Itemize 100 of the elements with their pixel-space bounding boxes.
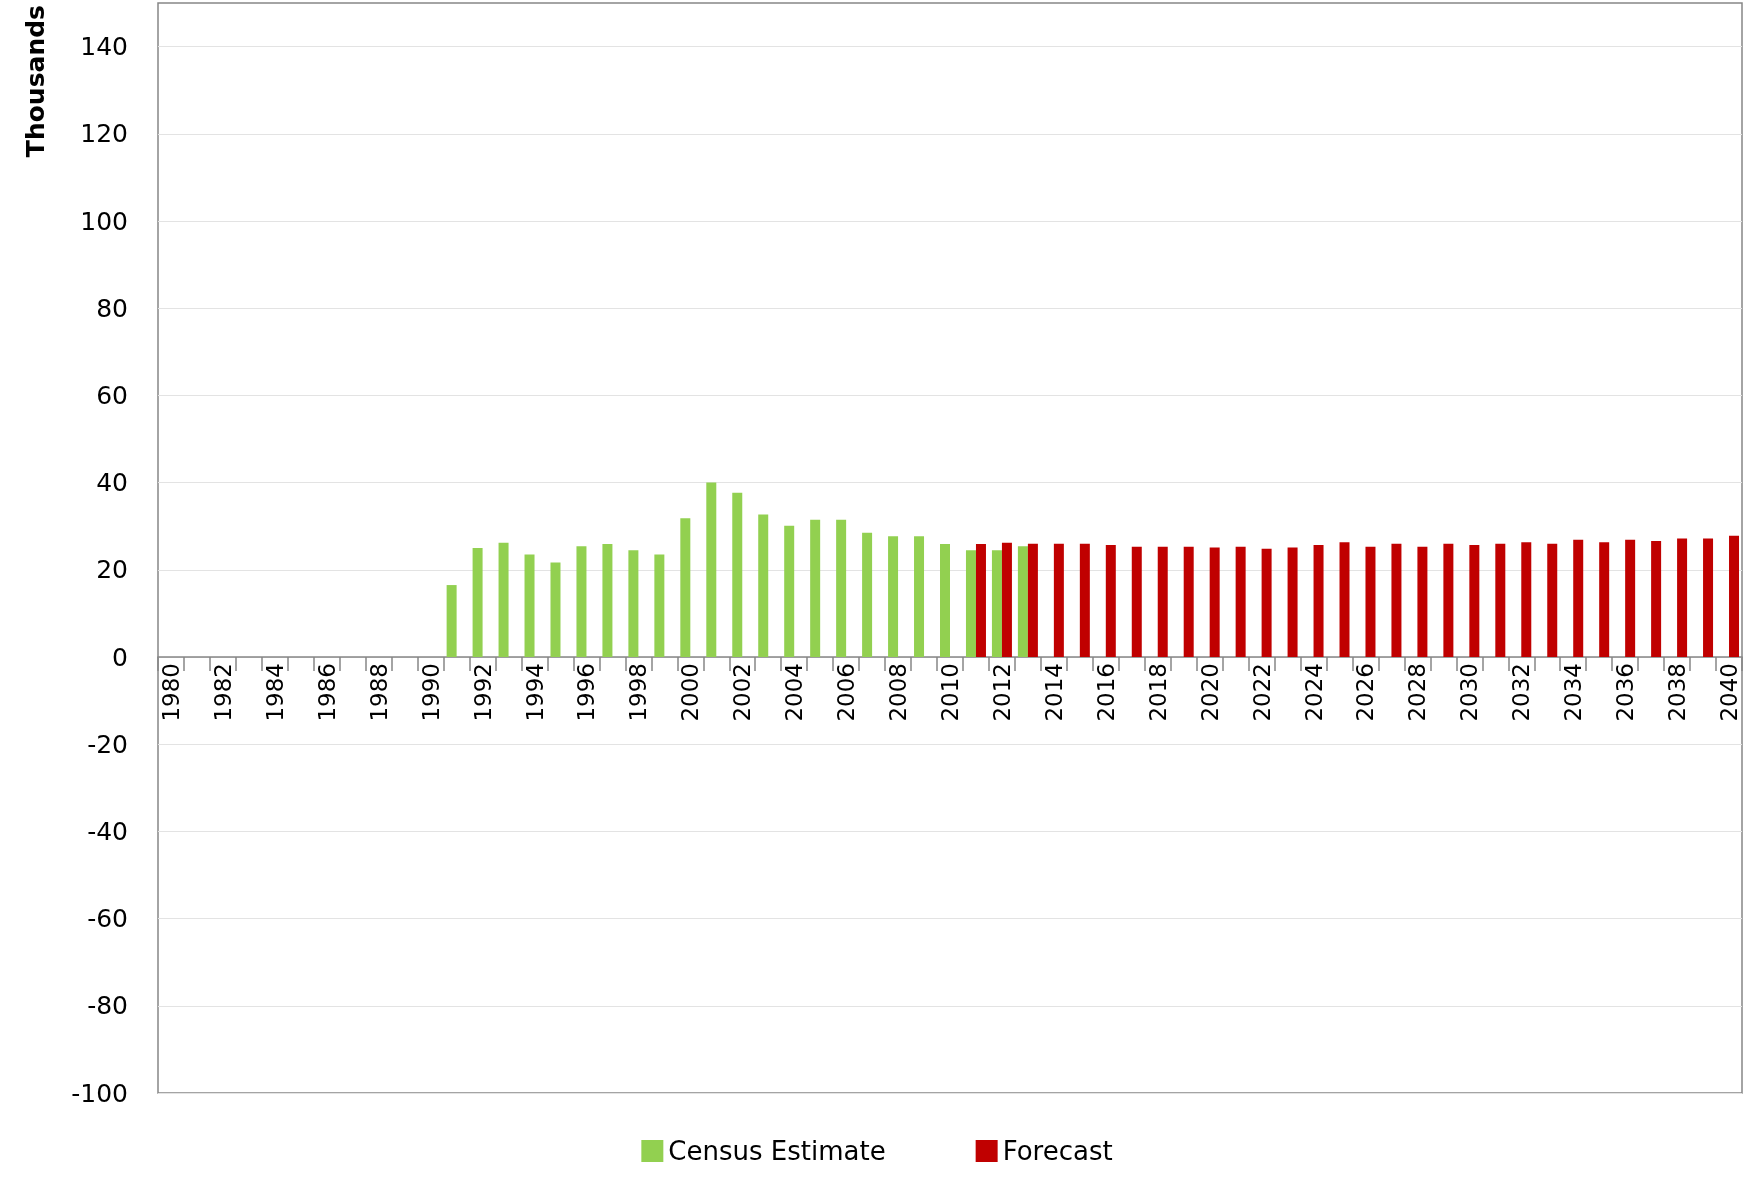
bar	[1339, 542, 1350, 657]
bar	[1729, 535, 1740, 657]
y-tick-label: 40	[96, 468, 128, 498]
y-tick-label: -40	[87, 816, 128, 846]
bar	[810, 519, 821, 657]
bar	[1053, 543, 1064, 657]
bar	[628, 550, 639, 657]
bar	[1521, 542, 1532, 657]
legend-label: Census Estimate	[668, 1136, 886, 1166]
x-tick-label: 2028	[1404, 663, 1431, 722]
bar	[706, 482, 717, 657]
y-tick-label: -60	[87, 904, 128, 934]
bar	[680, 518, 691, 657]
bar	[1599, 542, 1610, 657]
bar	[1469, 544, 1480, 657]
bar	[1547, 543, 1558, 657]
bar	[1573, 539, 1584, 657]
bar	[975, 544, 986, 657]
bar	[965, 550, 976, 657]
x-tick-label: 2026	[1352, 663, 1379, 722]
x-tick-label: 2030	[1456, 663, 1483, 722]
legend-label: Forecast	[1002, 1136, 1113, 1166]
x-tick-label: 2016	[1092, 663, 1119, 722]
bar	[1391, 543, 1402, 657]
x-tick-label: 2008	[885, 663, 912, 722]
bar	[1209, 547, 1220, 657]
x-tick-label: 2002	[729, 663, 756, 722]
y-tick-label: 140	[80, 32, 128, 62]
x-tick-label: 1992	[469, 663, 496, 722]
bar	[991, 550, 1002, 657]
y-tick-label: -20	[87, 729, 128, 759]
bar	[1287, 547, 1298, 657]
x-tick-label: 2034	[1560, 663, 1587, 722]
x-tick-label: 2032	[1508, 663, 1535, 722]
y-tick-label: -80	[87, 991, 128, 1021]
bar	[1495, 543, 1506, 657]
bar	[836, 519, 847, 657]
bar	[1703, 538, 1714, 657]
bar	[1027, 543, 1038, 657]
x-tick-label: 2024	[1300, 663, 1327, 722]
bar	[1443, 543, 1454, 657]
x-tick-label: 2022	[1248, 663, 1275, 722]
x-tick-label: 2036	[1612, 663, 1639, 722]
bar	[576, 546, 587, 657]
y-tick-label: 80	[96, 293, 128, 323]
bar	[550, 562, 561, 657]
y-tick-label: -100	[71, 1078, 128, 1108]
bar	[1001, 542, 1012, 657]
bar	[1313, 544, 1324, 657]
bar	[1261, 548, 1272, 657]
bar	[784, 525, 795, 657]
x-tick-label: 1996	[573, 663, 600, 722]
bar	[654, 554, 665, 657]
bar	[1157, 546, 1168, 657]
x-tick-label: 1986	[313, 663, 340, 722]
x-tick-label: 2000	[677, 663, 704, 722]
x-tick-label: 2018	[1144, 663, 1171, 722]
bar	[1651, 541, 1662, 657]
y-tick-label: 0	[112, 642, 128, 672]
bar	[862, 532, 873, 657]
x-tick-label: 1984	[261, 663, 288, 722]
x-tick-label: 2012	[988, 663, 1015, 722]
bar	[446, 585, 457, 657]
bar	[1079, 543, 1090, 657]
bar	[1417, 546, 1428, 657]
y-tick-label: 20	[96, 555, 128, 585]
x-tick-label: 1980	[157, 663, 184, 722]
x-tick-label: 2020	[1196, 663, 1223, 722]
bar	[888, 536, 899, 657]
x-tick-label: 1990	[417, 663, 444, 722]
bar	[1183, 546, 1194, 657]
bar	[1365, 546, 1376, 657]
bar	[1677, 538, 1688, 657]
bar	[1017, 546, 1028, 657]
bar	[524, 554, 535, 657]
x-tick-label: 1988	[365, 663, 392, 722]
y-axis-title: Thousands	[21, 5, 50, 158]
bar	[914, 536, 925, 657]
y-tick-label: 60	[96, 380, 128, 410]
x-tick-label: 2040	[1716, 663, 1743, 722]
x-tick-label: 2010	[937, 663, 963, 722]
bar	[472, 548, 483, 657]
bar	[940, 544, 950, 657]
y-tick-label: 100	[80, 206, 128, 236]
bar	[1625, 539, 1636, 657]
bar	[758, 514, 769, 657]
x-tick-label: 1994	[521, 663, 548, 722]
x-tick-label: 1998	[625, 663, 652, 722]
bar	[1105, 544, 1116, 657]
x-tick-label: 1982	[209, 663, 236, 722]
x-tick-label: 2004	[781, 663, 808, 722]
y-tick-label: 120	[80, 119, 128, 149]
bar	[1235, 546, 1246, 657]
x-tick-label: 2006	[833, 663, 860, 722]
bar	[732, 492, 743, 657]
bar	[602, 544, 613, 657]
bar	[1131, 546, 1142, 657]
x-tick-label: 2014	[1040, 663, 1067, 722]
x-tick-label: 2038	[1664, 663, 1691, 722]
bar	[498, 542, 509, 657]
